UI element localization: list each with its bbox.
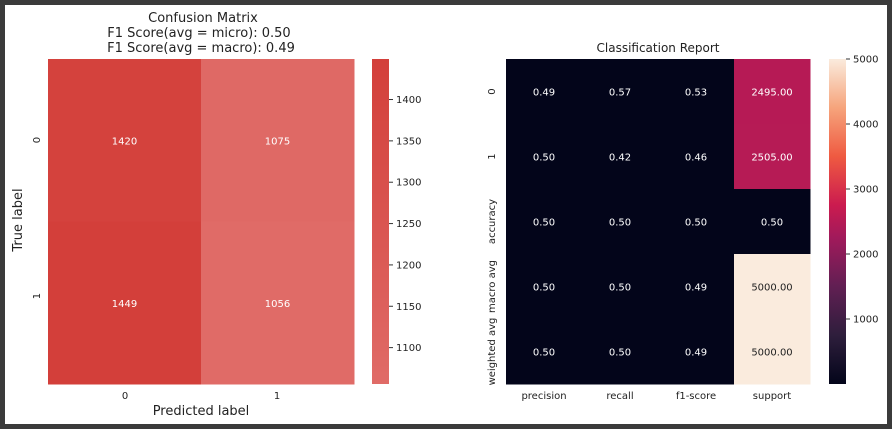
cr-cell-label: 5000.00 <box>751 283 792 294</box>
cr-cell-label: 0.50 <box>761 218 783 229</box>
cm-title-line-3: F1 Score(avg = macro): 0.49 <box>107 41 295 56</box>
cr-cell-label: 0.50 <box>533 218 555 229</box>
cr-x-tick-label: precision <box>521 391 566 402</box>
cr-cell-label: 0.49 <box>685 283 707 294</box>
cr-colorbar-tick-label: 5000 <box>853 55 878 66</box>
cm-cell-label: 1075 <box>265 136 290 147</box>
cr-y-tick-label: weighted avg <box>487 318 498 386</box>
cr-x-tick-label: f1-score <box>676 391 716 402</box>
cm-colorbar-ticks: 1100 1150 1200 1250 1300 1350 1400 <box>389 95 421 354</box>
cr-cell <box>658 124 735 190</box>
cr-x-ticks: precision recall f1-score support <box>521 391 791 402</box>
cr-y-tick-label: macro avg <box>487 260 498 313</box>
confusion-matrix-chart: Confusion Matrix F1 Score(avg = micro): … <box>11 11 421 419</box>
cr-cell-label: 0.50 <box>609 218 631 229</box>
cm-colorbar <box>372 59 389 384</box>
cr-cell <box>582 189 659 255</box>
cm-cell <box>201 221 355 385</box>
cm-colorbar-tick-label: 1200 <box>396 260 421 271</box>
cm-colorbar-tick-label: 1400 <box>396 95 421 106</box>
cr-cell-label: 0.50 <box>533 348 555 359</box>
cr-cell-label: 2505.00 <box>751 153 792 164</box>
cm-title-line-2: F1 Score(avg = micro): 0.50 <box>107 26 290 41</box>
cr-cell-label: 0.49 <box>685 348 707 359</box>
cr-cell <box>658 189 735 255</box>
cr-cell <box>658 59 735 125</box>
cr-cell-label: 0.50 <box>533 153 555 164</box>
cr-y-tick-label: 0 <box>487 88 498 94</box>
cm-title-line-1: Confusion Matrix <box>148 11 258 26</box>
cr-y-ticks: 0 1 accuracy macro avg weighted avg <box>487 88 498 385</box>
cr-cell <box>582 59 659 125</box>
cr-cell <box>658 254 735 320</box>
cm-y-axis-label: True label <box>11 188 26 252</box>
cr-cell <box>658 319 735 385</box>
cr-colorbar-tick-label: 1000 <box>853 315 878 326</box>
cm-y-tick-0: 0 <box>32 137 43 143</box>
cm-colorbar-tick-label: 1100 <box>396 343 421 354</box>
cm-x-axis-label: Predicted label <box>153 404 250 419</box>
cr-cell-label: 0.46 <box>685 153 707 164</box>
cr-cell-label: 0.50 <box>609 283 631 294</box>
cr-cells <box>506 59 811 385</box>
cr-cell <box>582 319 659 385</box>
cr-cell-label: 0.42 <box>609 153 631 164</box>
cr-y-tick-label: accuracy <box>487 199 498 244</box>
cm-x-tick-1: 1 <box>274 391 280 402</box>
cr-cell-label: 0.50 <box>685 218 707 229</box>
cm-cell-label: 1420 <box>112 136 137 147</box>
cr-cell-labels: 0.49 0.57 0.53 2495.00 0.50 0.42 0.46 2505.00 0.… <box>533 88 793 359</box>
cr-cell-label: 0.53 <box>685 88 707 99</box>
cm-cells <box>48 59 355 385</box>
cr-colorbar-tick-label: 4000 <box>853 120 878 131</box>
cr-colorbar-ticks: 1000 2000 3000 4000 5000 <box>846 55 878 326</box>
cr-colorbar-tick-label: 2000 <box>853 250 878 261</box>
cm-colorbar-tick-label: 1250 <box>396 219 421 230</box>
cr-x-tick-label: support <box>753 391 791 402</box>
cm-cell-labels: 1420 1075 1449 1056 <box>112 136 290 310</box>
cr-x-tick-label: recall <box>606 391 633 402</box>
cr-cell <box>506 59 583 125</box>
cr-cell <box>506 254 583 320</box>
cr-cell <box>582 254 659 320</box>
cr-colorbar <box>829 59 846 384</box>
cr-cell <box>734 59 811 125</box>
cr-title: Classification Report <box>597 41 720 55</box>
cr-cell-label: 0.50 <box>609 348 631 359</box>
cr-cell-label: 0.49 <box>533 88 555 99</box>
cm-y-tick-1: 1 <box>32 293 43 299</box>
cr-cell-label: 5000.00 <box>751 348 792 359</box>
cm-colorbar-tick-label: 1300 <box>396 178 421 189</box>
cm-cell-label: 1056 <box>265 299 290 310</box>
cr-cell <box>734 124 811 190</box>
cr-cell-label: 2495.00 <box>751 88 792 99</box>
figure-canvas: Confusion Matrix F1 Score(avg = micro): … <box>11 11 878 419</box>
cr-cell <box>582 124 659 190</box>
cr-cell <box>734 254 811 320</box>
cr-cell-label: 0.50 <box>533 283 555 294</box>
cr-cell-label: 0.57 <box>609 88 631 99</box>
cr-y-tick-label: 1 <box>487 153 498 159</box>
cm-cell-label: 1449 <box>112 299 137 310</box>
cm-colorbar-tick-label: 1350 <box>396 136 421 147</box>
cr-cell <box>506 189 583 255</box>
cr-colorbar-tick-label: 3000 <box>853 185 878 196</box>
cr-cell <box>506 319 583 385</box>
cr-cell <box>734 189 811 255</box>
cr-cell <box>734 319 811 385</box>
cm-colorbar-tick-label: 1150 <box>396 302 421 313</box>
cr-cell <box>506 124 583 190</box>
cm-x-tick-0: 0 <box>122 391 128 402</box>
cm-cell <box>48 221 202 385</box>
cm-cell <box>48 59 202 222</box>
cm-cell <box>201 59 355 222</box>
classification-report-chart: Classification Report 0.49 0.57 0.53 2495.0… <box>487 41 878 402</box>
